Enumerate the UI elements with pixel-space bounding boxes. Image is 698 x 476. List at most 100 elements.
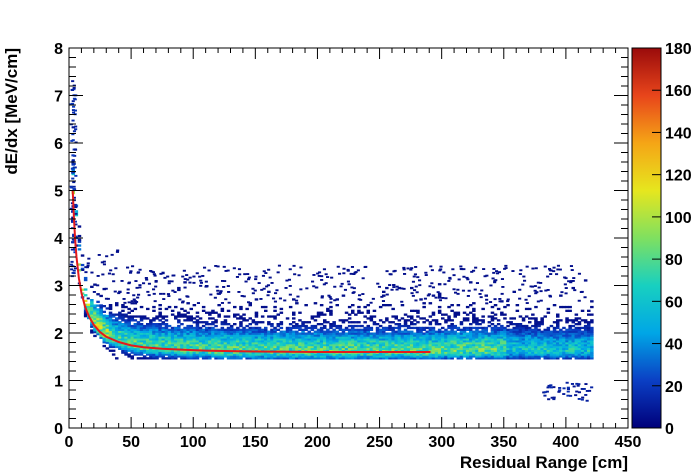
heatmap-cell [217,332,221,335]
heatmap-cell [453,315,458,318]
heatmap-cell [587,351,591,354]
heatmap-cell [540,323,544,326]
heatmap-cell [127,321,131,324]
heatmap-cell [540,319,544,322]
heatmap-cell [478,323,482,326]
heatmap-cell [96,293,100,296]
heatmap-cell [158,323,162,326]
heatmap-cell [257,326,262,330]
heatmap-cell [385,336,389,339]
heatmap-cell [142,334,147,337]
heatmap-cell [518,353,523,356]
heatmap-cell [478,332,482,335]
heatmap-cell [205,353,209,356]
heatmap-cell [385,338,389,341]
heatmap-cell [313,336,318,339]
heatmap-cell [227,301,231,304]
heatmap-cell [209,293,213,296]
heatmap-cell [428,342,433,345]
heatmap-cell [562,347,566,350]
heatmap-cell [118,334,122,337]
heatmap-cell [270,330,274,333]
heatmap-cell [358,294,362,297]
heatmap-cell [102,339,107,342]
heatmap-cell [133,326,138,330]
heatmap-cell [336,265,340,268]
heatmap-cell [493,349,498,352]
heatmap-cell [177,342,181,345]
heatmap-cell [239,353,243,356]
heatmap-cell [71,80,75,83]
heatmap-cell [447,355,451,358]
heatmap-cell [152,273,156,276]
heatmap-cell [450,347,454,350]
heatmap-cell [556,351,560,354]
heatmap-cell [469,357,473,360]
heatmap-cell [528,328,532,331]
heatmap-cell [534,340,538,343]
heatmap-cell [369,326,374,330]
heatmap-cell [71,210,75,213]
heatmap-cell [562,345,566,349]
heatmap-cell [346,280,351,283]
heatmap-cell [410,357,414,360]
heatmap-cell [295,355,299,358]
heatmap-cell [419,347,423,350]
heatmap-cell [71,109,76,111]
heatmap-cell [121,334,125,337]
heatmap-cell [276,336,281,339]
heatmap-cell [310,340,315,343]
heatmap-cell [496,357,501,360]
heatmap-cell [506,324,510,328]
heatmap-cell [99,304,103,307]
heatmap-cell [366,311,371,314]
heatmap-cell [224,298,228,301]
heatmap-cell [260,338,265,341]
heatmap-cell [447,349,451,352]
heatmap-cell [518,330,523,333]
heatmap-cell [285,326,290,330]
heatmap-cell [590,353,594,356]
heatmap-cell [534,343,538,347]
heatmap-cell [441,353,445,356]
heatmap-cell [509,345,513,349]
heatmap-cell [229,345,234,349]
heatmap-cell [521,332,526,335]
heatmap-cell [214,336,218,339]
heatmap-cell [242,343,246,347]
heatmap-cell [431,334,436,337]
heatmap-cell [531,267,535,270]
heatmap-cell [572,385,576,388]
heatmap-cell [341,347,346,350]
heatmap-cell [515,309,520,312]
heatmap-cell [524,324,529,328]
heatmap-cell [413,353,417,356]
heatmap-cell [569,281,573,284]
heatmap-cell [540,343,544,347]
heatmap-cell [214,355,218,358]
heatmap-cell [217,347,221,350]
heatmap-cell [361,293,365,295]
heatmap-cell [198,345,203,349]
heatmap-cell [282,357,287,360]
heatmap-cell [71,133,75,136]
heatmap-cell [560,291,564,294]
heatmap-cell [378,343,383,347]
heatmap-cell [214,347,218,350]
heatmap-cell [496,272,500,275]
heatmap-cell [257,355,262,358]
heatmap-cell [450,353,454,356]
heatmap-cell [422,357,426,360]
heatmap-cell [357,349,361,352]
heatmap-cell [167,334,172,337]
heatmap-cell [183,286,187,289]
heatmap-cell [242,334,246,337]
heatmap-cell [521,317,526,320]
heatmap-cell [323,340,327,343]
heatmap-cell [270,355,274,358]
heatmap-cell [441,345,445,349]
heatmap-cell [372,323,377,326]
heatmap-cell [469,349,473,352]
heatmap-cell [301,349,305,352]
heatmap-cell [251,330,256,333]
